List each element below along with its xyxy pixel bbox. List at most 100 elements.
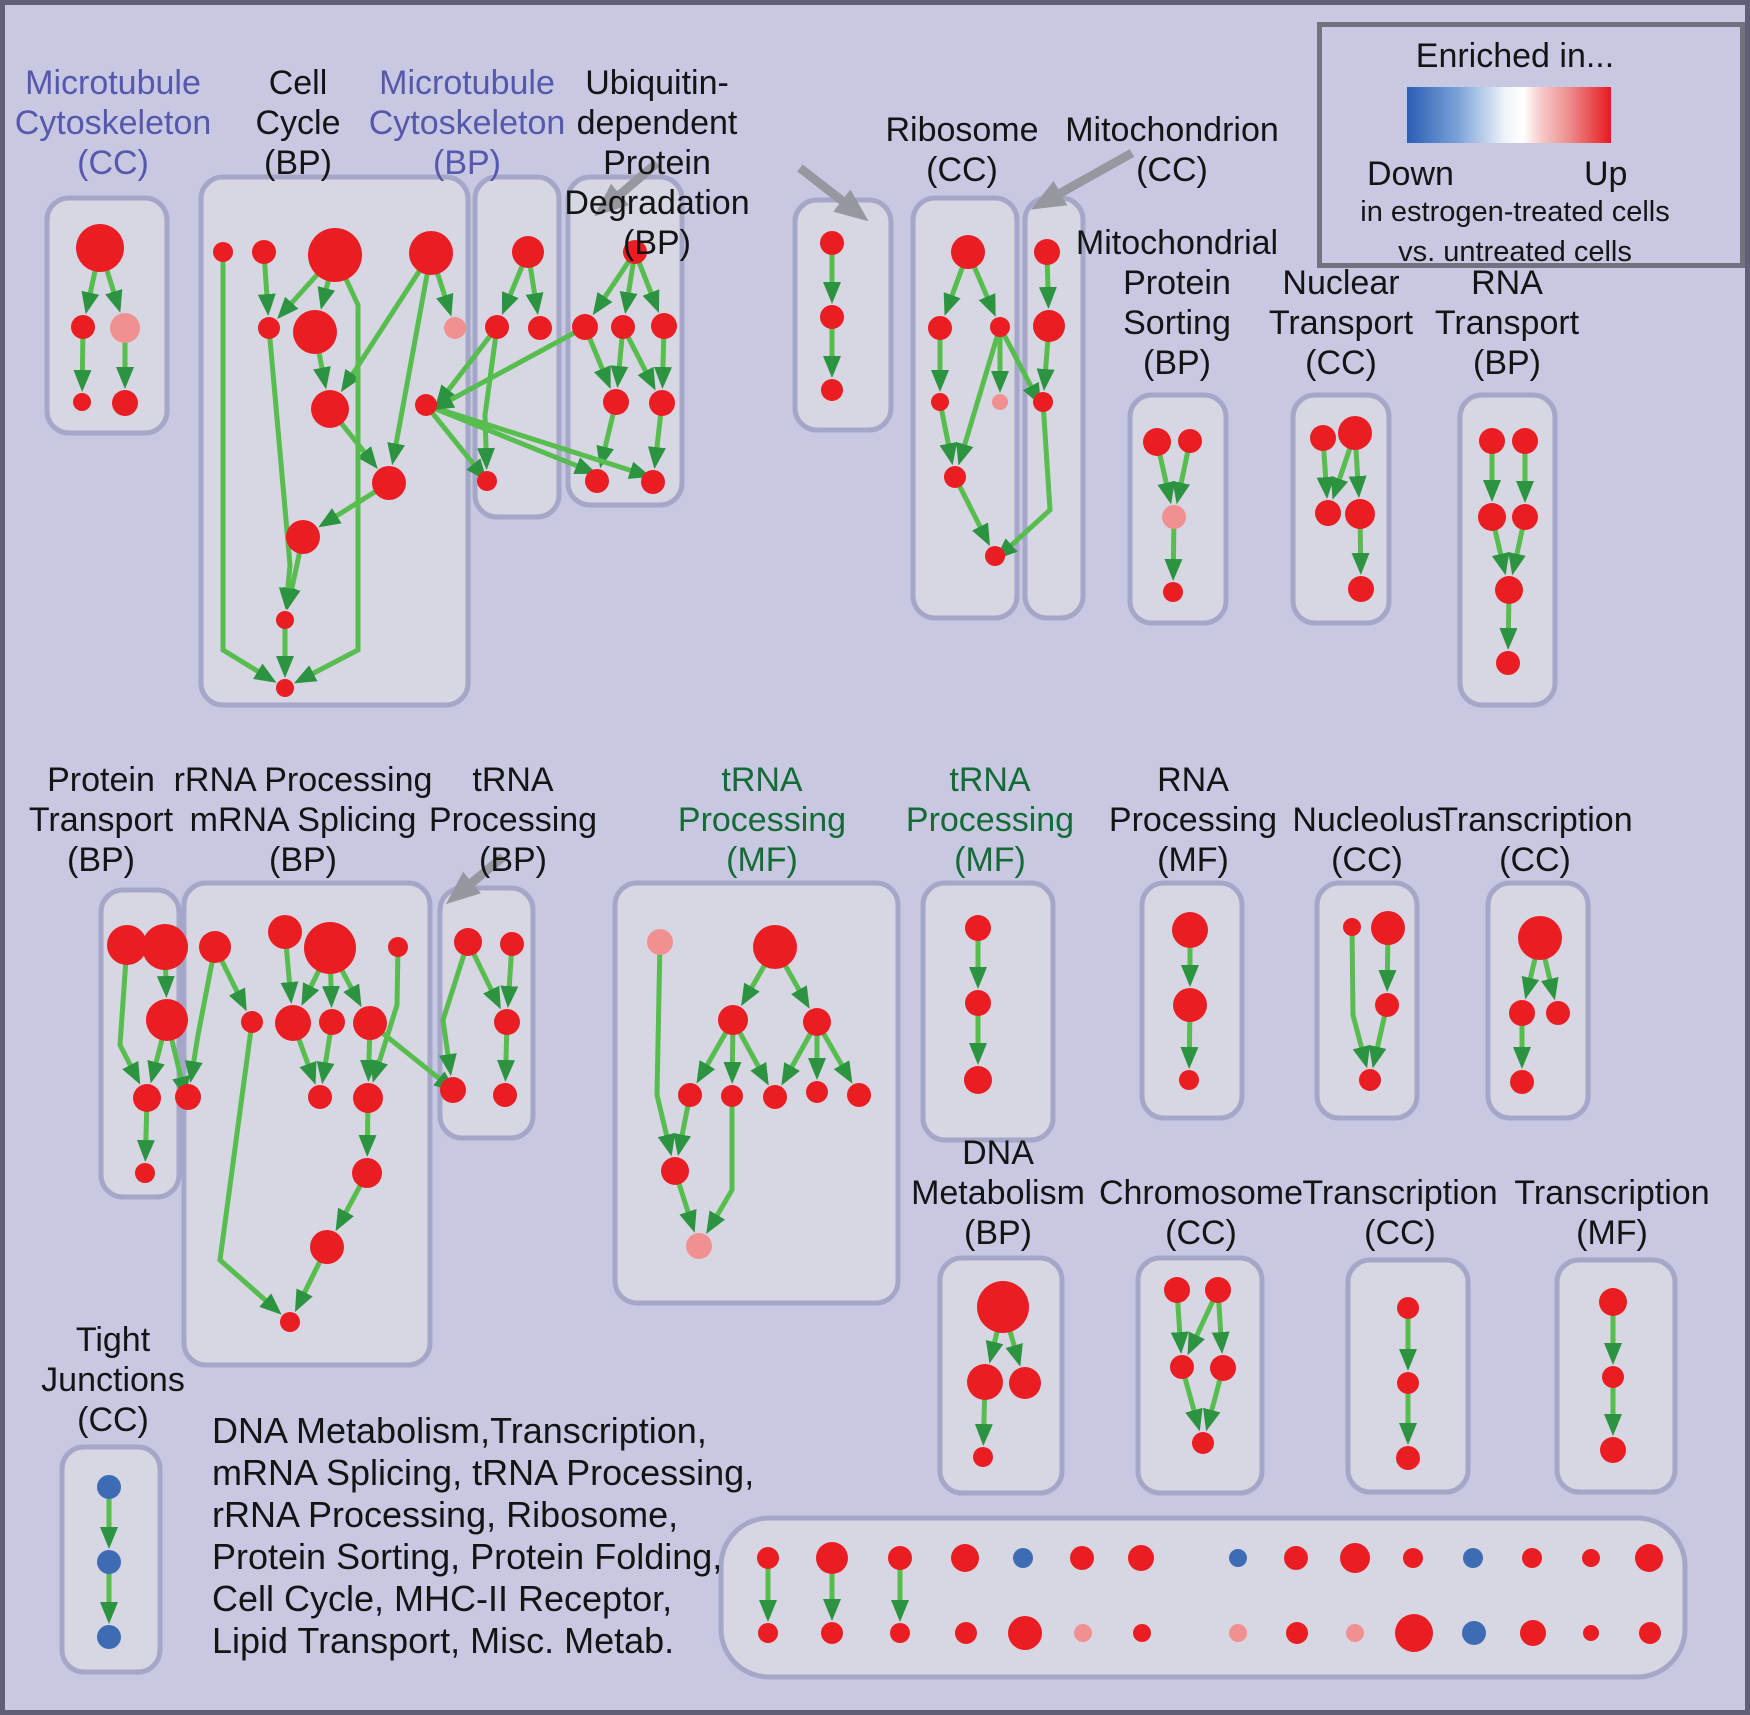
go-term-node (661, 1157, 689, 1185)
go-term-node (1396, 1446, 1420, 1470)
go-term-node (985, 546, 1005, 566)
go-term-node (965, 990, 991, 1016)
go-term-node (477, 471, 497, 491)
go-term-node (213, 242, 233, 262)
cluster-box-chromosome-cc (1135, 1255, 1265, 1496)
go-term-node (1599, 1288, 1627, 1316)
go-term-node (199, 931, 231, 963)
go-term-node (1310, 425, 1336, 451)
go-cross-edge (425, 402, 652, 479)
go-term-node (135, 1163, 155, 1183)
go-term-node (528, 316, 552, 340)
go-term-node (1008, 1616, 1042, 1650)
go-term-node (415, 394, 437, 416)
go-term-node (990, 317, 1010, 337)
cluster-box-rna-transport-bp (1457, 392, 1558, 708)
go-term-node (308, 1085, 332, 1109)
go-term-node (758, 1623, 778, 1643)
go-term-node (241, 1011, 263, 1033)
legend-up-label: Up (1584, 155, 1628, 193)
go-term-node (1345, 499, 1375, 529)
go-term-node (310, 1230, 344, 1264)
go-term-node (1583, 1625, 1599, 1641)
go-term-node (97, 1475, 121, 1499)
go-term-node (1512, 504, 1538, 530)
legend-color-gradient-bar (1407, 87, 1611, 143)
go-term-node (964, 1066, 992, 1094)
go-term-node (293, 310, 337, 354)
go-term-node (641, 470, 665, 494)
go-term-node (1338, 416, 1372, 450)
go-term-node (1164, 1277, 1190, 1303)
go-term-node (1520, 1620, 1546, 1646)
go-term-node (1403, 1548, 1423, 1568)
go-cross-edge (435, 325, 499, 408)
go-term-node (175, 1084, 201, 1110)
go-term-node (1192, 1432, 1214, 1454)
go-term-node (821, 379, 843, 401)
go-term-node (1602, 1366, 1624, 1388)
misc-categories-text: DNA Metabolism,Transcription, mRNA Splic… (212, 1410, 755, 1661)
go-term-node (311, 390, 349, 428)
go-edge (477, 326, 500, 470)
go-term-node (76, 224, 124, 272)
go-term-node (1284, 1546, 1308, 1570)
go-term-node (820, 305, 844, 329)
go-term-node (71, 315, 95, 339)
go-term-node (97, 1625, 121, 1649)
go-term-node (1013, 1548, 1033, 1568)
go-term-node (1462, 1621, 1486, 1645)
go-term-node (133, 1084, 161, 1112)
go-term-node (753, 925, 797, 969)
go-term-node (847, 1083, 871, 1107)
go-term-node (304, 922, 356, 974)
go-term-node (1033, 392, 1053, 412)
go-edge (266, 327, 297, 611)
go-cross-edge (997, 325, 1041, 406)
go-term-node (951, 1544, 979, 1572)
go-term-node (603, 389, 629, 415)
go-term-node (1478, 503, 1506, 531)
go-term-node (308, 228, 362, 282)
go-term-node (585, 469, 609, 493)
go-term-node (890, 1623, 910, 1643)
go-term-node (1509, 1000, 1535, 1026)
legend-down-label: Down (1367, 155, 1454, 193)
go-term-node (611, 315, 635, 339)
go-term-node (146, 999, 188, 1041)
go-term-node (1375, 993, 1399, 1017)
go-term-node (1163, 582, 1183, 602)
go-cross-edge (424, 403, 488, 482)
go-edge (293, 253, 361, 684)
go-term-node (686, 1233, 712, 1259)
go-term-node (718, 1005, 748, 1035)
go-term-node (1348, 576, 1374, 602)
go-term-node (1346, 1624, 1364, 1642)
go-term-node (372, 466, 406, 500)
go-term-node (1128, 1545, 1154, 1571)
go-term-node (512, 236, 544, 268)
go-term-node (1395, 1614, 1433, 1652)
go-term-node (1229, 1624, 1247, 1642)
go-edge (706, 1096, 735, 1234)
go-edge (438, 941, 471, 1077)
go-cross-edge (431, 324, 587, 411)
go-term-node (1343, 918, 1361, 936)
go-term-node (485, 315, 509, 339)
go-edge (387, 252, 434, 466)
go-term-node (757, 1547, 779, 1569)
go-edge (220, 252, 277, 683)
go-term-node (977, 1281, 1029, 1333)
go-term-node (955, 1622, 977, 1644)
go-term-node (97, 1550, 121, 1574)
go-term-node (821, 1622, 843, 1644)
go-term-node (1286, 1622, 1308, 1644)
go-term-node (353, 1006, 387, 1040)
go-term-node (1143, 428, 1171, 456)
cluster-box-trna-processing-mf-small (920, 880, 1056, 1143)
go-term-node (440, 1077, 466, 1103)
go-term-node (500, 932, 524, 956)
go-term-node (1133, 1624, 1151, 1642)
go-term-node (1009, 1367, 1041, 1399)
